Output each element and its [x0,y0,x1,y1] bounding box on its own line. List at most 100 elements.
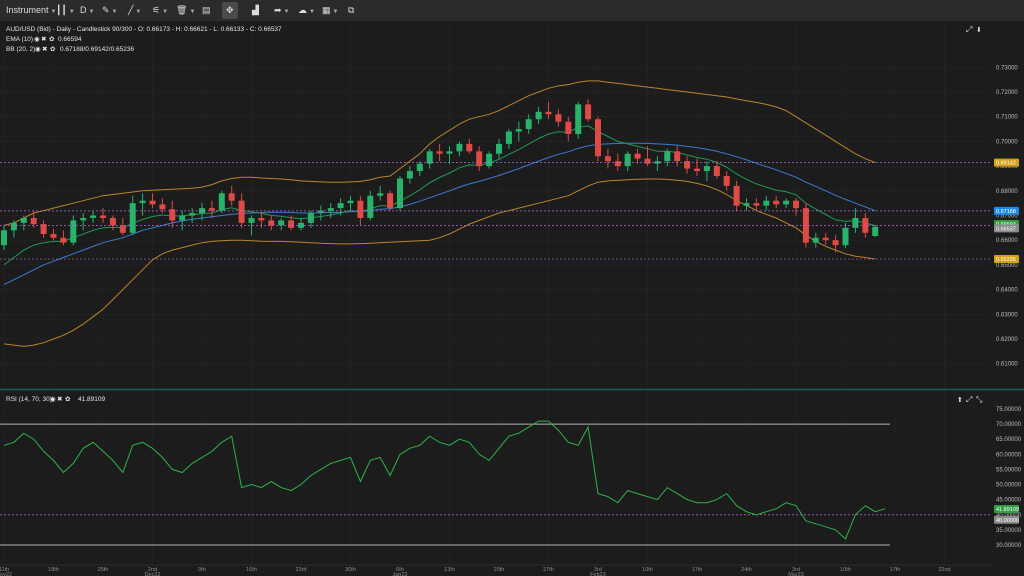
chart-style-button[interactable]: ▟ [252,2,259,19]
close-icon[interactable]: ✖ [41,36,47,43]
eye-icon[interactable]: ◉ [34,36,40,43]
candle-body [139,200,146,204]
crosshair-button[interactable]: ✥ [222,2,238,19]
price-axis: 0.73000 0.72000 0.71000 0.70000 0.69000 0.680… [996,65,1018,367]
candle-body [793,200,799,209]
rsi-legend-label: RSI (14, 70, 30) [6,396,52,403]
indicator-tools-menu[interactable]: ⚟ ▼ [152,2,168,19]
price-tag-text: 0.66537 [996,226,1016,232]
rsi-tag-bg [994,505,1019,514]
candle-body [694,168,700,172]
date-tick: 2nd Dec22 [145,567,161,576]
language-menu[interactable]: ▦ ▼ [322,2,338,19]
candle-body [90,215,97,218]
ema-legend: EMA (10) ◉ ✖ ✿ 0.66594 [6,36,82,43]
gear-icon[interactable]: ✿ [49,36,55,43]
candle-body [872,226,879,236]
date-tick: 30th [345,567,356,573]
date-tick: 3rd Mar23 [788,567,804,576]
price-tick: 0.72000 [996,90,1018,96]
date-tick: 6th Jan23 [393,567,408,576]
rsi-legend-value: 41.89109 [78,396,105,403]
rsi-tag: 41.89109 [994,505,1019,514]
bb-legend-label: BB (20, 2) [6,46,35,53]
drawing-tools-menu[interactable]: ✎ ▼ [102,2,118,19]
candle-body [189,213,196,216]
toolbar: Instrument ▼ ┃┃ ▼ D ▼ ✎ ▼ ╱ ▼ ⚟ ▼ 🗑 ▼ ▤ ✥ ▟ ➦ ▼ … [0,0,1024,22]
eye-icon[interactable]: ◉ [50,396,56,403]
price-tag-bg [994,158,1019,167]
date-tick: 23rd [295,567,306,573]
delete-menu[interactable]: 🗑 ▼ [176,2,195,19]
gear-icon[interactable]: ✿ [50,46,56,53]
price-tick: 0.67000 [996,214,1018,220]
instrument-menu[interactable]: Instrument ▼ [6,2,56,19]
chevron-down-icon: ▼ [332,9,339,15]
chevron-down-icon: ▼ [68,9,75,15]
rsi-tick: 55.00000 [996,467,1022,473]
close-icon[interactable]: ✖ [42,46,48,53]
candle-body [733,185,740,206]
candle-body [387,193,394,209]
candle-body [149,200,156,205]
restore-icon[interactable]: ⤡ [976,395,983,404]
candle-body [406,171,413,179]
candle-body [179,215,186,221]
rsi-tick: 65.00000 [996,437,1022,443]
chevron-down-icon: ▼ [111,9,118,15]
price-tick: 0.69000 [996,164,1018,170]
bb-legend: BB (20, 2) ◉ ✖ ✿ 0.67188/0.69142/0.65236 [6,46,134,53]
candle-body [377,193,384,196]
price-tick: 0.64000 [996,288,1018,294]
candle-body [624,153,631,167]
candle-body [723,175,730,186]
uk-flag-icon: ▦ [322,5,331,15]
arrow-down-icon[interactable]: ⬇ [976,26,982,34]
chevron-down-icon: ▼ [162,9,169,15]
candle-body [60,237,67,243]
rsi-tick: 70.00000 [996,422,1022,428]
eye-icon[interactable]: ◉ [35,46,41,53]
arrow-up-icon[interactable]: ⬆ [957,396,963,404]
candle-body [30,217,37,225]
rsi-tick: 45.00000 [996,498,1022,504]
date-tick: 16th [246,567,257,573]
candle-body [80,217,87,221]
candle-body [486,153,493,167]
candle-body [327,208,334,211]
price-chart[interactable]: 0.73000 0.72000 0.71000 0.70000 0.69000 0.680… [0,21,1024,576]
chevron-down-icon: ▼ [50,9,57,15]
candle-body [347,200,354,204]
candle-body [496,143,502,154]
main-legend: AUD/USD (Bid) - Daily - Candlestick 90/3… [6,26,282,33]
maximize-icon[interactable]: ⤢ [965,395,972,404]
theme-menu[interactable]: ☁ ▼ [298,2,315,19]
ema-legend-value: 0.66594 [58,36,82,43]
chart-type-menu[interactable]: ┃┃ ▼ [56,2,75,19]
maximize-icon[interactable]: ⤢ [965,25,972,34]
close-icon[interactable]: ✖ [57,396,63,403]
price-tag: 0.69142 [994,158,1019,167]
price-tag-text: 0.69142 [996,161,1016,167]
candle-body [109,217,116,226]
chevron-down-icon: ▼ [189,9,196,15]
price-tick: 0.70000 [996,139,1018,145]
share-menu[interactable]: ➦ ▼ [274,2,290,19]
date-tick: 17th [890,567,901,573]
rsi-tick: 60.00000 [996,452,1022,458]
price-tag: 0.65236 [994,255,1019,264]
price-tag-text: 0.67188 [996,209,1016,215]
level-lines [0,162,990,260]
date-tick: 27th [543,567,554,573]
candle-body [476,151,483,167]
gear-icon[interactable]: ✿ [65,396,71,403]
period-menu[interactable]: D ▼ [80,2,94,19]
popout-button[interactable]: ⧉ [348,2,354,19]
line-tools-menu[interactable]: ╱ ▼ [128,2,141,19]
candle-body [515,129,522,132]
rsi-tick: 75.00000 [996,407,1022,413]
candle-body [852,217,859,228]
layout-button[interactable]: ▤ [202,2,211,19]
share-arrow-icon: ➦ [274,5,282,15]
